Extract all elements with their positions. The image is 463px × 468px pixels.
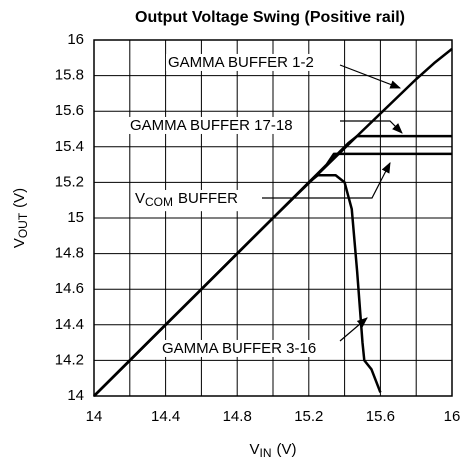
x-axis-label: VIN (V)	[249, 441, 296, 460]
x-tick-label: 16	[444, 408, 461, 425]
series-label: GAMMA BUFFER 3-16	[162, 340, 316, 357]
y-tick-label: 15.2	[55, 173, 84, 190]
label-bg	[166, 53, 316, 71]
leader-arrow	[340, 120, 403, 134]
y-tick-label: 14.8	[55, 245, 84, 262]
label-rest: BUFFER	[178, 190, 238, 207]
label-bg	[160, 339, 319, 357]
y-tick-label: 14.2	[55, 351, 84, 368]
y-tick-label: 14.6	[55, 280, 84, 297]
x-tick-label: 15.2	[294, 408, 323, 425]
x-tick-label: 14	[86, 408, 103, 425]
series-label: GAMMA BUFFER 1-2	[168, 54, 314, 71]
chart-title: Output Voltage Swing (Positive rail)	[135, 9, 405, 26]
x-tick-label: 14.4	[151, 408, 180, 425]
data-line	[93, 174, 382, 397]
y-tick-label: 14.4	[55, 316, 84, 333]
y-tick-label: 15.4	[55, 138, 84, 155]
y-tick-label: 15.6	[55, 102, 84, 119]
label-subscript: OUT	[16, 212, 30, 238]
x-tick-label: 14.8	[223, 408, 252, 425]
y-tick-label: 15	[67, 209, 84, 226]
label-symbol: V	[249, 441, 259, 458]
y-tick-label: 14	[67, 387, 84, 404]
series-label: VCOM BUFFER	[135, 190, 238, 209]
label-rest: (V)	[277, 441, 297, 458]
label-symbol: V	[11, 238, 28, 248]
y-axis-label: VOUT (V)	[11, 188, 30, 248]
y-tick-label: 15.8	[55, 67, 84, 84]
leader-arrow	[262, 162, 391, 199]
label-bg	[133, 189, 241, 212]
x-tick-label: 15.6	[366, 408, 395, 425]
series-label: GAMMA BUFFER 17-18	[130, 117, 293, 134]
label-bg	[128, 116, 295, 134]
label-symbol: V	[135, 190, 145, 207]
label-subscript: COM	[145, 195, 173, 209]
y-tick-label: 16	[67, 31, 84, 48]
label-rest: (V)	[11, 188, 28, 208]
leader-arrow	[339, 64, 402, 89]
leader-arrow	[339, 317, 368, 342]
label-subscript: IN	[260, 446, 272, 460]
